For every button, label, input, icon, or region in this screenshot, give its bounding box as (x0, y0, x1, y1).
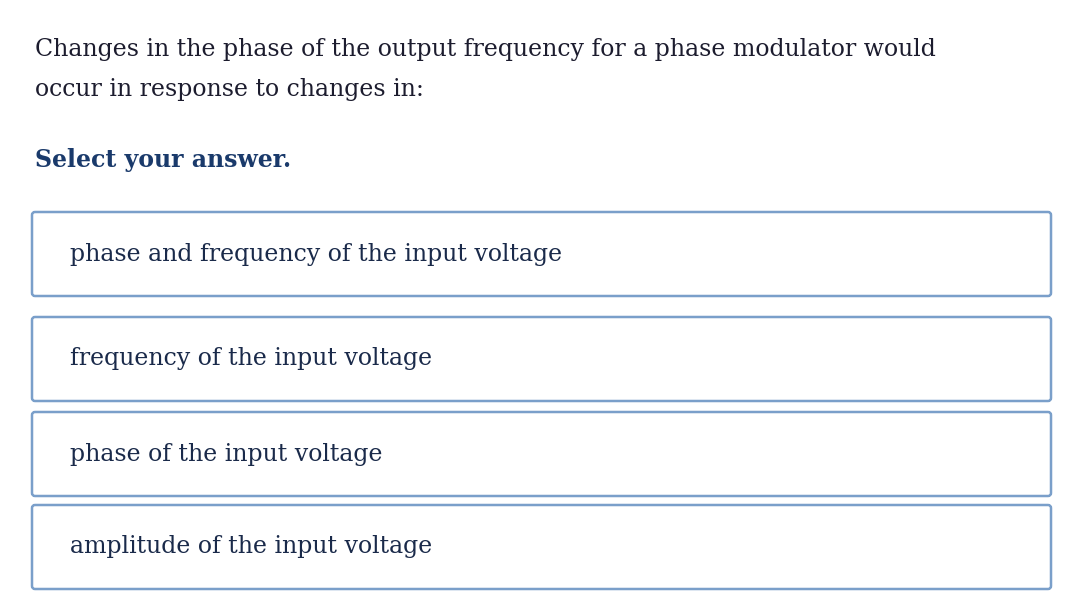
Text: frequency of the input voltage: frequency of the input voltage (70, 347, 432, 370)
Text: amplitude of the input voltage: amplitude of the input voltage (70, 536, 433, 558)
Text: phase and frequency of the input voltage: phase and frequency of the input voltage (70, 242, 562, 266)
Text: Select your answer.: Select your answer. (35, 148, 291, 172)
Text: Changes in the phase of the output frequency for a phase modulator would: Changes in the phase of the output frequ… (35, 38, 935, 61)
Text: occur in response to changes in:: occur in response to changes in: (35, 78, 424, 101)
FancyBboxPatch shape (32, 412, 1051, 496)
FancyBboxPatch shape (32, 212, 1051, 296)
Text: phase of the input voltage: phase of the input voltage (70, 443, 382, 466)
FancyBboxPatch shape (32, 505, 1051, 589)
FancyBboxPatch shape (32, 317, 1051, 401)
